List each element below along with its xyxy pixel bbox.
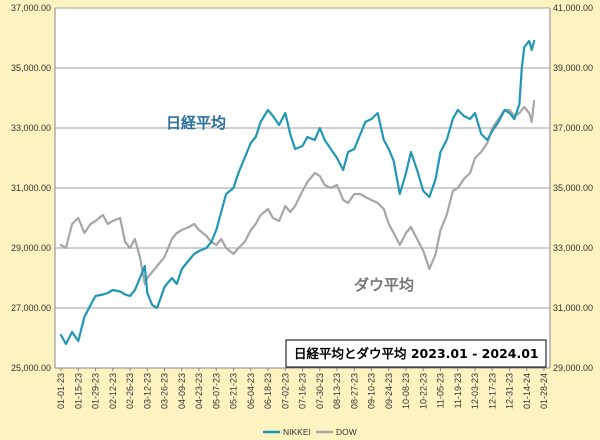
y-right-tick-label: 33,000.00: [553, 243, 593, 253]
x-tick-label: 12-17-23: [487, 373, 497, 409]
annotation-dow: ダウ平均: [354, 276, 414, 294]
x-tick-label: 11-05-23: [436, 373, 446, 408]
x-tick-label: 09-24-23: [384, 373, 394, 409]
x-tick-label: 04-09-23: [177, 373, 187, 409]
x-tick-label: 08-13-23: [332, 373, 342, 409]
x-tick-label: 01-01-23: [56, 373, 66, 409]
x-tick-label: 01-28-24: [539, 373, 549, 409]
x-tick-label: 11-19-23: [453, 373, 463, 408]
x-tick-label: 01-15-23: [73, 373, 83, 409]
x-tick-label: 07-16-23: [298, 373, 308, 409]
series-lines: [59, 39, 536, 346]
x-tick-label: 01-14-24: [522, 373, 532, 409]
y-left-tick-label: 31,000.00: [11, 183, 51, 193]
x-tick-label: 03-12-23: [142, 373, 152, 409]
x-tick-label: 02-26-23: [125, 373, 135, 409]
y-right-tick-label: 37,000.00: [553, 123, 593, 133]
y-left-tick-label: 37,000.00: [11, 3, 51, 13]
x-tick-label: 02-12-23: [108, 373, 118, 409]
x-axis-ticks: 01-01-23 01-15-23 01-29-23 02-12-23 02-26-23…: [56, 368, 549, 409]
x-tick-label: 04-23-23: [194, 373, 204, 409]
left-axis-ticks: 25,000.00 27,000.00 29,000.00 31,000.00 33,0…: [11, 3, 51, 373]
y-left-tick-label: 35,000.00: [11, 63, 51, 73]
series-line-nikkei: [59, 39, 536, 346]
x-tick-label: 07-02-23: [280, 373, 290, 409]
x-tick-label: 09-10-23: [367, 373, 377, 409]
x-tick-label: 08-27-23: [349, 373, 359, 409]
x-tick-label: 03-26-23: [160, 373, 170, 409]
y-left-tick-label: 25,000.00: [11, 363, 51, 373]
y-left-tick-label: 29,000.00: [11, 243, 51, 253]
y-right-tick-label: 35,000.00: [553, 183, 593, 193]
chart-title: 日経平均とダウ平均 2023.01 - 2024.01: [294, 346, 539, 361]
series-line-dow: [59, 99, 536, 286]
x-tick-label: 01-29-23: [91, 373, 101, 409]
x-tick-label: 12-31-23: [505, 373, 515, 409]
legend-label-dow: DOW: [336, 427, 357, 437]
x-tick-label: 06-18-23: [263, 373, 273, 409]
y-right-tick-label: 39,000.00: [553, 63, 593, 73]
y-left-tick-label: 33,000.00: [11, 123, 51, 133]
x-tick-label: 06-04-23: [246, 373, 256, 409]
x-tick-label: 12-03-23: [470, 373, 480, 409]
y-right-tick-label: 29,000.00: [553, 363, 593, 373]
legend: NIKKEI DOW: [263, 427, 357, 437]
x-tick-label: 05-21-23: [229, 373, 239, 409]
x-tick-label: 05-07-23: [211, 373, 221, 409]
y-right-tick-label: 31,000.00: [553, 303, 593, 313]
title-box-frame: [285, 339, 547, 368]
legend-label-nikkei: NIKKEI: [283, 427, 311, 437]
y-right-tick-label: 41,000.00: [553, 3, 593, 13]
x-tick-label: 10-22-23: [418, 373, 428, 409]
x-tick-label: 10-08-23: [401, 373, 411, 409]
y-left-tick-label: 27,000.00: [11, 303, 51, 313]
x-tick-label: 07-30-23: [315, 373, 325, 409]
title-box: 日経平均とダウ平均 2023.01 - 2024.01: [285, 339, 547, 368]
right-axis-ticks: 29,000.00 31,000.00 33,000.00 35,000.00 37,0…: [553, 3, 593, 373]
annotation-nikkei: 日経平均: [166, 114, 226, 132]
